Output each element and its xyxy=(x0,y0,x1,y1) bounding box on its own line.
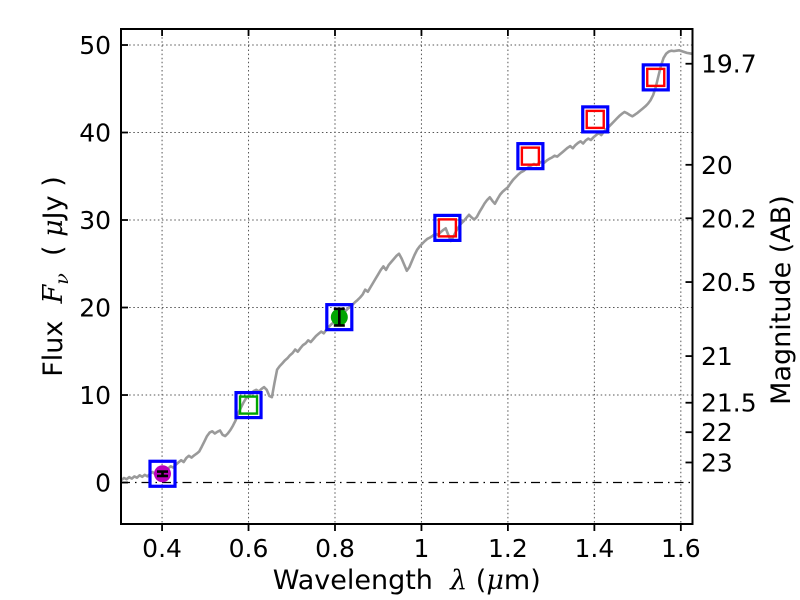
photometry-marker-outer-square xyxy=(516,142,545,171)
photometry-marker-inner-square xyxy=(437,218,458,238)
photometry-marker-inner-square xyxy=(238,395,259,415)
grid-layer xyxy=(121,29,693,524)
mag-tick-label: 21.5 xyxy=(701,389,757,418)
photometry-marker-outer-square xyxy=(433,213,462,242)
x-tick-label: 0.4 xyxy=(142,534,182,563)
x-axis-label: Wavelength λ (μm) xyxy=(273,565,541,596)
plot-frame xyxy=(120,28,694,525)
x-tick-label: 1 xyxy=(413,534,429,563)
axes-layer: 0.4 0.6 0.8 1 1.2 1.4 1.6 0 10 20 30 40 50 19.7 20 20.2… xyxy=(79,28,757,563)
data-layer xyxy=(120,48,694,488)
photometry-marker-outer-square xyxy=(581,105,610,134)
x-tick-label: 1.6 xyxy=(661,534,701,563)
photometry-marker-outer-square xyxy=(325,303,354,332)
mag-tick-label: 19.7 xyxy=(701,50,757,79)
y-tick-label: 30 xyxy=(79,206,111,235)
y-tick-label: 50 xyxy=(79,31,111,60)
y-tick-label: 0 xyxy=(95,469,111,498)
photometry-marker-inner-square xyxy=(585,109,605,130)
mag-tick-label: 22 xyxy=(701,418,733,447)
labels-layer: Magnitude (AB) Wavelength λ (μm) Flux Fν … xyxy=(38,176,797,596)
mag-tick-label: 20.5 xyxy=(701,268,757,297)
y-axis-label: Flux Fν ( μJy ) xyxy=(38,176,73,377)
photometry-marker-outer-square xyxy=(148,459,177,488)
photometry-marker-inner-square xyxy=(646,67,666,88)
mag-tick-label: 21 xyxy=(701,342,733,371)
photometry-marker-inner-square xyxy=(520,146,541,166)
photometry-marker-outer-square xyxy=(234,390,263,420)
model-spectrum-line xyxy=(120,48,694,482)
y-tick-label: 40 xyxy=(79,119,111,148)
x-tick-label: 1.4 xyxy=(574,534,614,563)
x-tick-label: 1.2 xyxy=(488,534,528,563)
y-tick-label: 10 xyxy=(79,381,111,410)
y-tick-label: 20 xyxy=(79,294,111,323)
x-tick-label: 0.8 xyxy=(315,534,355,563)
mag-tick-label: 20.2 xyxy=(701,204,757,233)
mag-tick-label: 23 xyxy=(701,448,733,477)
right-axis-label: Magnitude (AB) xyxy=(766,195,797,405)
x-tick-label: 0.6 xyxy=(229,534,269,563)
mag-tick-label: 20 xyxy=(701,151,733,180)
photometry-marker-outer-square xyxy=(641,63,670,92)
